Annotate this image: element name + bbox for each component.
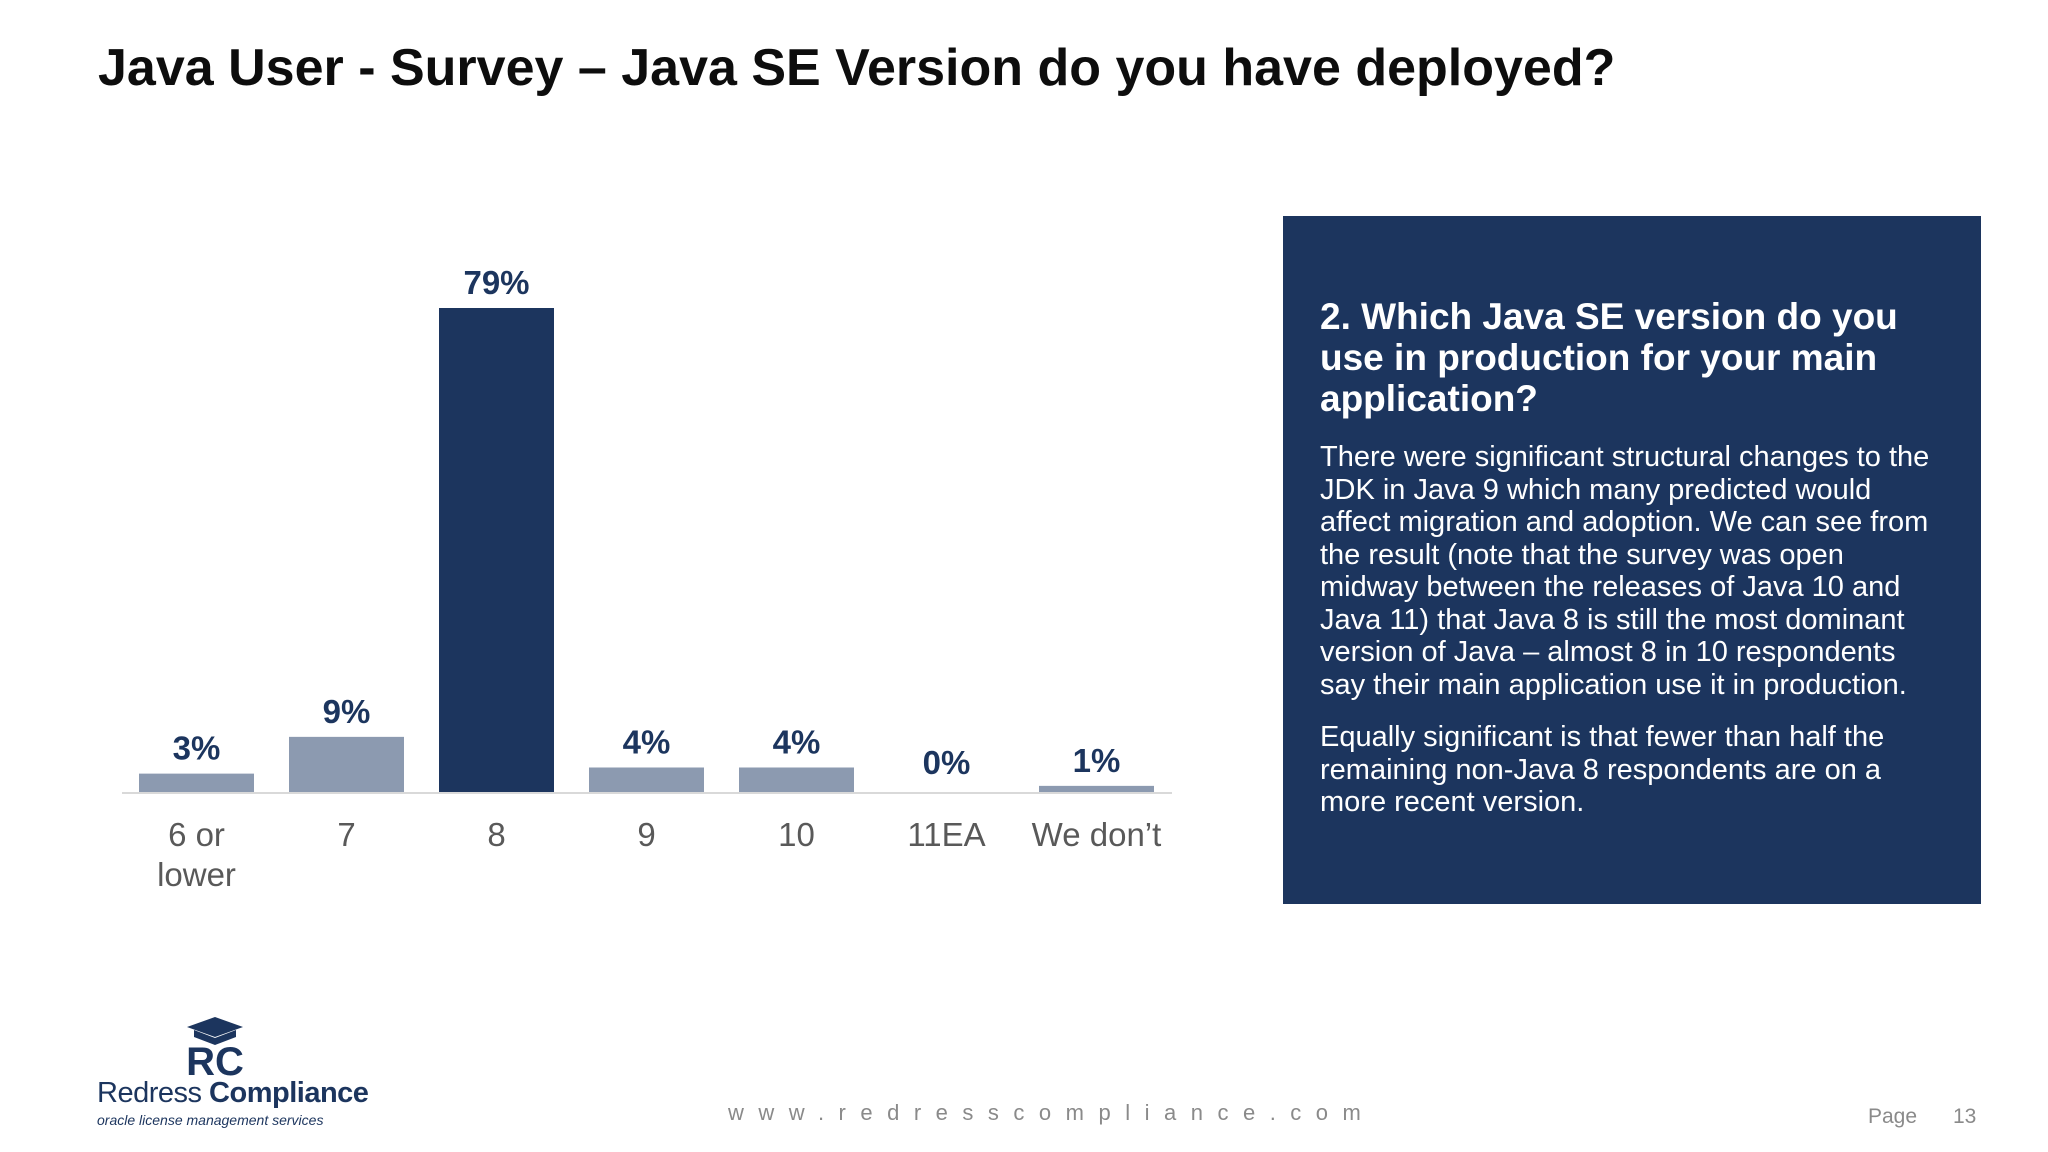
bar-3 — [589, 767, 704, 792]
data-label-3: 4% — [623, 723, 671, 760]
bar-chart: 3% 6 or lower 9% 7 79% 8 4% 9 4% 10 0% 11EA 1% We don’… — [122, 264, 1172, 893]
logo-name-light: Redress — [97, 1077, 210, 1109]
category-label-0: 6 or lower — [157, 816, 236, 893]
footer-website: www.redresscompliance.com — [728, 1100, 1376, 1125]
category-label-5: 11EA — [907, 816, 985, 853]
company-logo: RC Redress Compliance oracle license man… — [97, 1015, 369, 1130]
data-label-0: 3% — [173, 730, 221, 767]
rc-logo-icon: RC — [186, 1017, 244, 1077]
data-label-6: 1% — [1073, 742, 1121, 779]
bar-1 — [289, 736, 404, 792]
data-label-4: 4% — [773, 723, 821, 760]
data-label-1: 9% — [323, 693, 371, 730]
data-label-2: 79% — [463, 264, 529, 301]
bar-4 — [739, 767, 854, 792]
bar-0 — [139, 773, 254, 792]
data-label-5: 0% — [923, 744, 971, 781]
footer-page-label: Page — [1868, 1105, 1918, 1128]
bar-6 — [1039, 785, 1154, 792]
logo-name-bold: Compliance — [209, 1077, 369, 1109]
info-panel: 2. Which Java SE version do you use in p… — [1283, 216, 1981, 904]
footer-page-number: 13 — [1953, 1105, 1977, 1128]
slide-title: Java User - Survey – Java SE Version do … — [98, 39, 1616, 97]
category-label-4: 10 — [778, 816, 815, 853]
logo-mark-text: RC — [186, 1040, 244, 1077]
bar-2 — [439, 308, 554, 792]
logo-company-name: Redress Compliance — [97, 1077, 369, 1110]
category-label-1: 7 — [337, 816, 355, 853]
logo-tagline: oracle license management services — [97, 1112, 324, 1128]
panel-paragraph-1: There were significant structural change… — [1320, 441, 1930, 701]
panel-heading: 2. Which Java SE version do you use in p… — [1320, 296, 1898, 419]
category-label-2: 8 — [487, 816, 505, 853]
panel-paragraph-2: Equally significant is that fewer than h… — [1320, 721, 1885, 818]
category-label-6: We don’t — [1032, 816, 1162, 853]
category-label-3: 9 — [637, 816, 655, 853]
